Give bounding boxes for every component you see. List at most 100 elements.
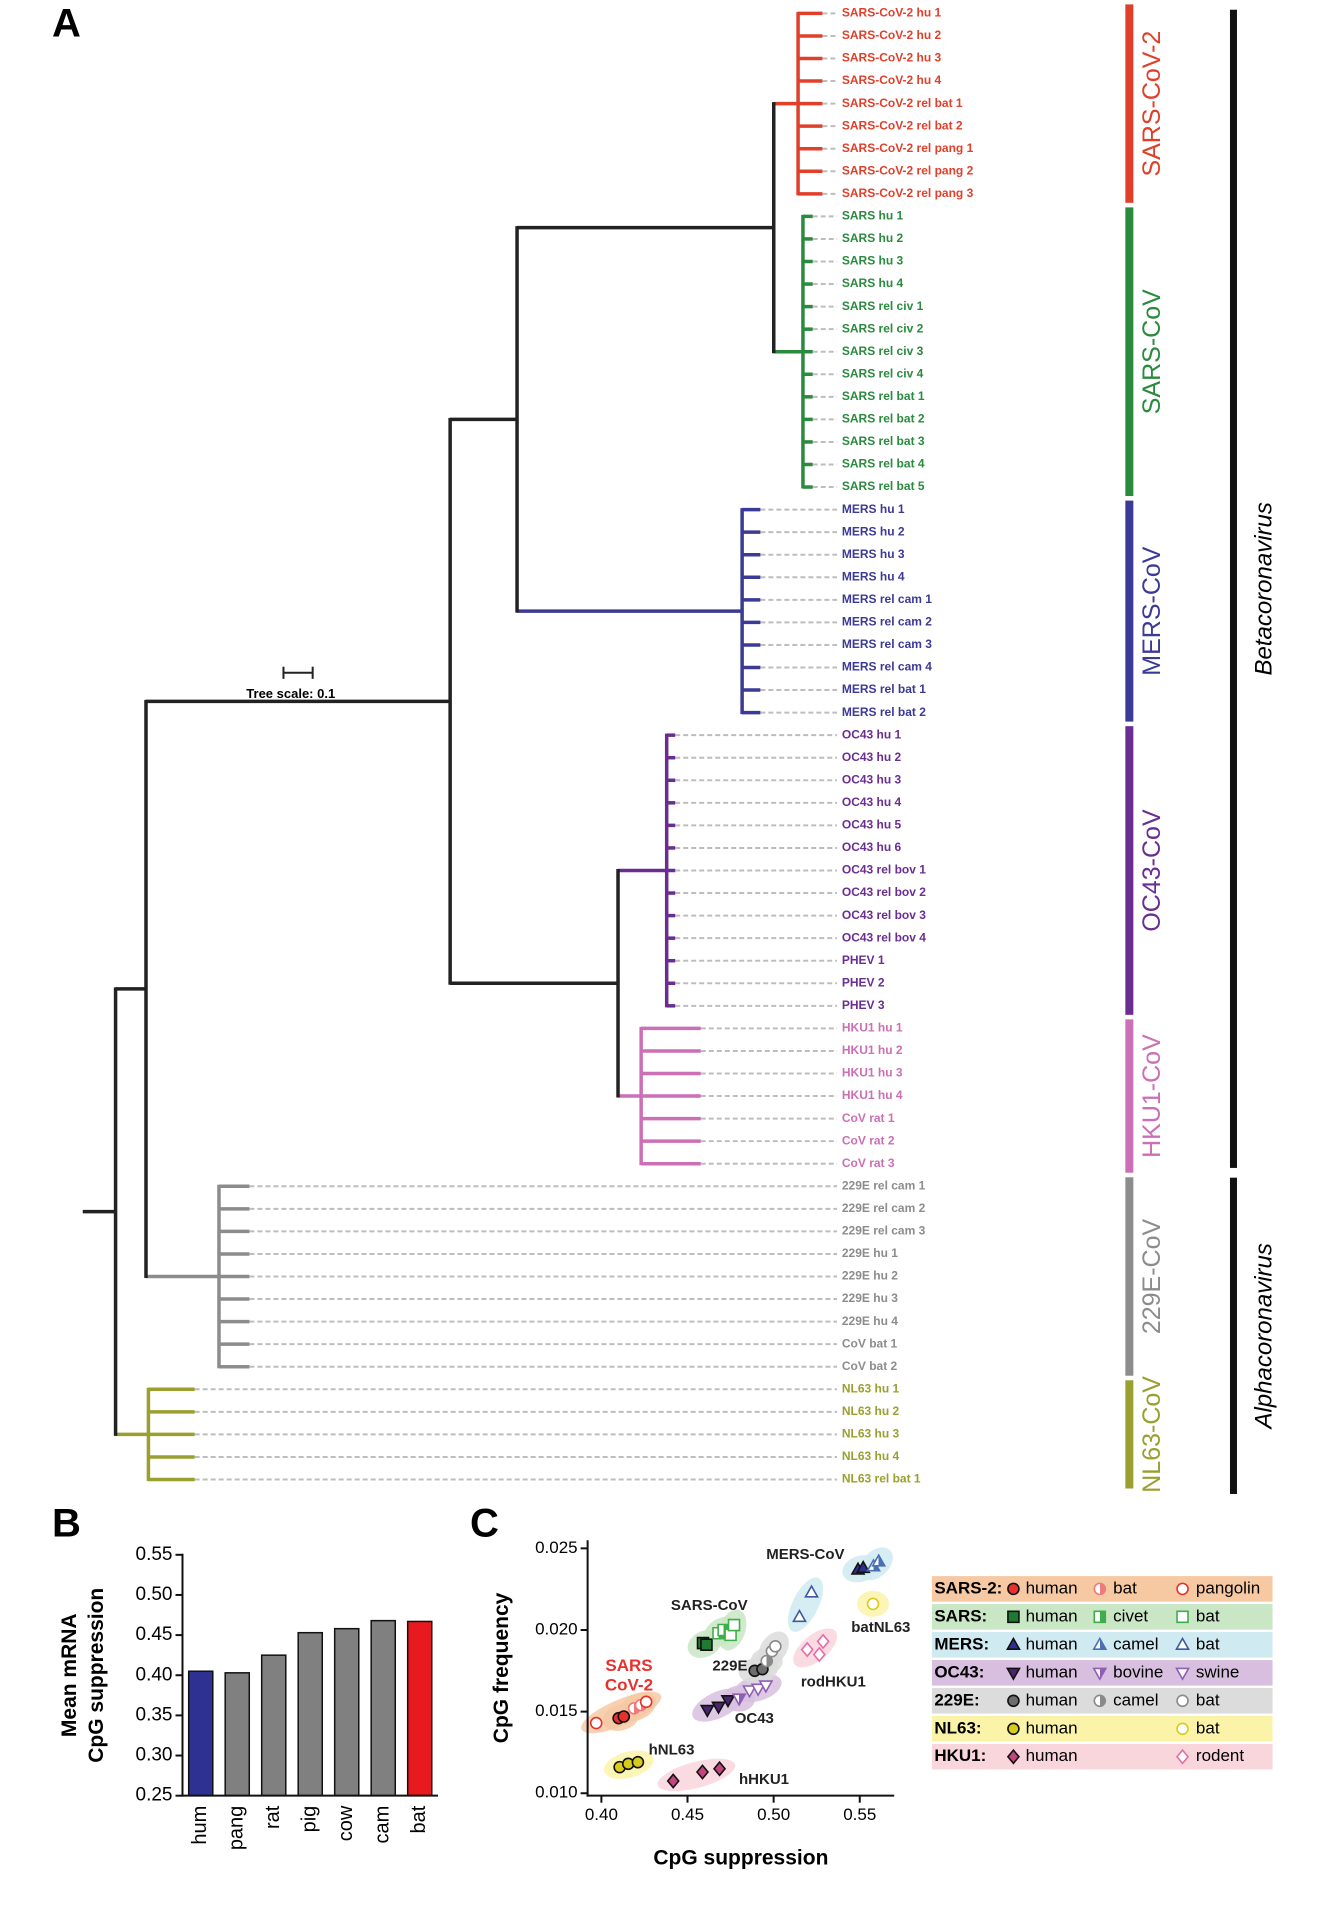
leaf-label: SARS rel bat 3 bbox=[842, 434, 925, 448]
legend-label: civet bbox=[1113, 1606, 1148, 1625]
y-tick-label: 0.25 bbox=[136, 1785, 173, 1806]
legend-marker bbox=[1006, 1667, 1021, 1681]
y-tick-label: 0.45 bbox=[136, 1624, 173, 1645]
clade-bar bbox=[1125, 726, 1134, 1015]
legend-label: human bbox=[1026, 1746, 1078, 1765]
annotation: 229E bbox=[712, 1658, 747, 1675]
leaf-label: SARS-CoV-2 hu 1 bbox=[842, 6, 942, 20]
legend-label: rodent bbox=[1196, 1746, 1244, 1765]
leaf-label: 229E rel cam 2 bbox=[842, 1201, 926, 1215]
scatter-point bbox=[720, 1694, 736, 1709]
legend-marker bbox=[1175, 1636, 1190, 1651]
y-axis-label: CpG suppression bbox=[85, 1588, 108, 1763]
scatter-point bbox=[855, 1560, 871, 1574]
scatter-point bbox=[800, 1641, 814, 1658]
leaf-label: SARS-CoV-2 rel pang 1 bbox=[842, 141, 974, 155]
legend-label: bat bbox=[1196, 1606, 1220, 1625]
legend-marker bbox=[1006, 1748, 1020, 1765]
scatter-point bbox=[727, 1618, 741, 1632]
annotation: MERS-CoV bbox=[766, 1546, 844, 1563]
leaf-label: OC43 rel bov 3 bbox=[842, 908, 926, 922]
x-tick-label: 0.40 bbox=[585, 1805, 618, 1824]
legend-label: bovine bbox=[1113, 1662, 1163, 1681]
leaf-label: SARS-CoV-2 rel bat 2 bbox=[842, 118, 963, 132]
leaf-label: NL63 hu 1 bbox=[842, 1381, 900, 1395]
leaf-label: SARS rel bat 4 bbox=[842, 457, 925, 471]
x-tick-label: bat bbox=[408, 1805, 430, 1833]
scatter-point bbox=[742, 1685, 757, 1699]
legend-row bbox=[931, 1716, 1273, 1742]
legend-label: bat bbox=[1196, 1718, 1220, 1737]
legend-label: bat bbox=[1196, 1634, 1220, 1653]
leaf-label: OC43 hu 4 bbox=[842, 795, 902, 809]
clade-label: SARS-CoV-2 bbox=[1138, 31, 1166, 177]
annotation: batNL63 bbox=[851, 1619, 910, 1636]
legend-marker bbox=[1093, 1582, 1107, 1596]
legend-label: bat bbox=[1113, 1578, 1137, 1597]
leaf-label: 229E hu 2 bbox=[842, 1269, 898, 1283]
leaf-label: SARS hu 2 bbox=[842, 231, 904, 245]
leaf-label: SARS rel bat 2 bbox=[842, 412, 925, 426]
legend-label: human bbox=[1026, 1662, 1078, 1681]
leaf-label: MERS rel cam 1 bbox=[842, 592, 932, 606]
leaf-label: SARS-CoV-2 rel pang 2 bbox=[842, 163, 974, 177]
y-tick-label: 0.30 bbox=[136, 1745, 173, 1766]
clade-bar bbox=[1125, 500, 1134, 722]
legend-group-label: NL63: bbox=[934, 1718, 981, 1737]
scatter-point bbox=[792, 1608, 807, 1623]
legend-marker bbox=[1007, 1722, 1020, 1735]
bar bbox=[333, 1627, 360, 1797]
y-tick-label: 0.015 bbox=[535, 1701, 578, 1720]
scatter-point bbox=[639, 1695, 653, 1709]
legend-label: camel bbox=[1113, 1634, 1158, 1653]
bar bbox=[224, 1672, 251, 1797]
legend-label: bat bbox=[1196, 1690, 1220, 1709]
annotation: CoV-2 bbox=[605, 1676, 653, 1695]
scatter-point bbox=[769, 1640, 782, 1653]
leaf-label: SARS rel civ 4 bbox=[842, 366, 924, 380]
leaf-label: OC43 rel bov 1 bbox=[842, 863, 926, 877]
leaf-label: PHEV 3 bbox=[842, 998, 885, 1012]
genus-bar bbox=[1229, 9, 1237, 1168]
x-tick-label: 0.45 bbox=[671, 1805, 704, 1824]
clade-bar bbox=[1125, 4, 1134, 203]
leaf-label: SARS-CoV-2 hu 4 bbox=[842, 73, 942, 87]
leaf-label: 229E hu 1 bbox=[842, 1246, 898, 1260]
annotation: OC43 bbox=[735, 1710, 774, 1727]
leaf-label: SARS-CoV-2 rel pang 3 bbox=[842, 186, 974, 200]
leaf-label: SARS hu 3 bbox=[842, 254, 904, 268]
legend-marker bbox=[1007, 1582, 1020, 1596]
x-tick-label: 0.55 bbox=[843, 1805, 876, 1824]
legend-marker bbox=[1007, 1610, 1020, 1624]
scatter-point bbox=[631, 1756, 645, 1769]
y-axis-label: CpG frequency bbox=[490, 1592, 513, 1743]
leaf-label: HKU1 hu 3 bbox=[842, 1066, 903, 1080]
legend-marker bbox=[1007, 1694, 1020, 1708]
genus-label: Betacoronavirus bbox=[1251, 502, 1278, 675]
leaf-label: HKU1 hu 4 bbox=[842, 1088, 903, 1102]
legend-marker bbox=[1176, 1582, 1189, 1596]
legend-group-label: HKU1: bbox=[934, 1746, 986, 1765]
scatter-point bbox=[589, 1716, 603, 1730]
scatter-point bbox=[711, 1701, 726, 1715]
scatter-point bbox=[666, 1773, 680, 1789]
y-tick-label: 0.40 bbox=[136, 1664, 173, 1685]
x-tick-label: cam bbox=[372, 1806, 394, 1844]
clade-bar bbox=[1125, 1177, 1134, 1376]
clade-label: NL63-CoV bbox=[1138, 1376, 1166, 1493]
leaf-label: OC43 hu 6 bbox=[842, 840, 902, 854]
leaf-label: SARS hu 4 bbox=[842, 276, 904, 290]
annotation: rodHKU1 bbox=[801, 1674, 866, 1691]
legend-label: swine bbox=[1196, 1662, 1239, 1681]
leaf-label: HKU1 hu 2 bbox=[842, 1043, 903, 1057]
bar bbox=[406, 1620, 433, 1797]
leaf-label: CoV bat 1 bbox=[842, 1336, 898, 1350]
leaf-label: CoV bat 2 bbox=[842, 1359, 898, 1373]
annotation: hHKU1 bbox=[739, 1771, 789, 1788]
legend-label: human bbox=[1026, 1634, 1078, 1653]
scatter-point bbox=[695, 1764, 710, 1780]
leaf-label: 229E hu 3 bbox=[842, 1291, 898, 1305]
